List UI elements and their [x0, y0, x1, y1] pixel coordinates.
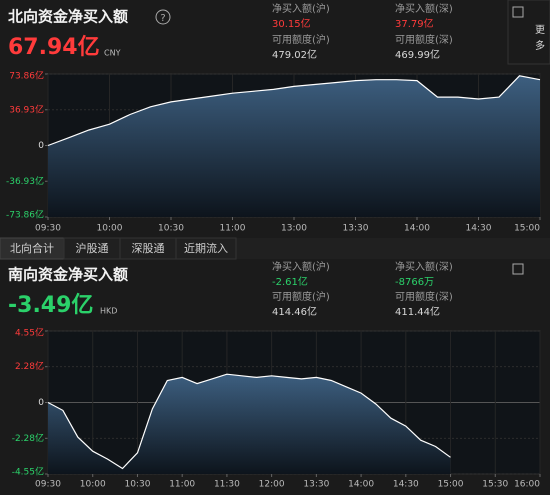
y-tick-label: 2.28亿	[15, 360, 44, 372]
title: 北向资金净买入额	[8, 8, 128, 26]
more-text: 多	[535, 39, 545, 52]
tab-bar	[0, 238, 550, 259]
x-tick-label: 13:30	[343, 224, 369, 234]
stat-value: 469.99亿	[395, 48, 440, 61]
stat-label: 可用额度(深)	[395, 290, 453, 303]
stat-label: 净买入额(深)	[395, 260, 453, 273]
x-tick-label: 11:30	[214, 480, 240, 490]
charts: 73.86亿 36.93亿 0 -36.93亿 -73.86亿 09:30 10:00 10:…	[6, 70, 541, 490]
stat-label: 可用额度(沪)	[272, 290, 330, 303]
x-tick-label: 14:00	[404, 224, 430, 234]
chart: 4.55亿 2.28亿 0 -2.28亿 -4.55亿 09:30 10:00 10:30 11…	[12, 327, 541, 490]
x-tick-label: 10:30	[158, 224, 184, 234]
line	[47, 75, 541, 147]
x-tick-label: 13:30	[303, 480, 329, 490]
x-tick-label: 11:00	[220, 224, 246, 234]
x-tick-label: 10:00	[97, 224, 123, 234]
y-tick-label: 36.93亿	[9, 103, 44, 115]
stat-value: 411.44亿	[395, 305, 440, 318]
currency: CNY	[104, 49, 121, 58]
stat-value: -8766万	[395, 277, 434, 288]
stat-label: 净买入额(沪)	[272, 2, 330, 15]
x-tick-label: 16:00	[514, 480, 540, 490]
x-tick-label: 09:30	[35, 480, 61, 490]
line	[47, 373, 451, 470]
help-mark: ?	[160, 13, 165, 24]
more-box	[507, 0, 550, 65]
stat-label: 净买入额(沪)	[272, 260, 330, 273]
x-tick-label: 10:30	[124, 480, 150, 490]
tab[interactable]: 北向合计	[10, 241, 54, 255]
y-tick-label: 0	[38, 398, 44, 408]
tab-box[interactable]	[175, 237, 237, 260]
tab[interactable]: 深股通	[132, 242, 165, 255]
stat-value: 479.02亿	[272, 48, 317, 61]
x-tick-label: 10:00	[80, 480, 106, 490]
x-tick-label: 13:00	[281, 224, 307, 234]
more-button[interactable]: 更 多	[507, 0, 550, 65]
stat-value: 414.46亿	[272, 305, 317, 318]
area-fill	[48, 75, 540, 217]
x-tick-label: 12:00	[259, 480, 285, 490]
tab[interactable]: 近期流入	[184, 241, 228, 255]
x-tick-label: 15:30	[482, 480, 508, 490]
y-tick-label: -2.28亿	[12, 432, 44, 444]
x-tick-label: 15:00	[438, 480, 464, 490]
expand-icon[interactable]	[512, 6, 524, 18]
stat-value: 37.79亿	[395, 17, 434, 30]
chart: 73.86亿 36.93亿 0 -36.93亿 -73.86亿 09:30 10:00 10:…	[6, 70, 541, 234]
y-tick-label: -73.86亿	[6, 209, 44, 221]
x-tick-label: 14:30	[393, 480, 419, 490]
net-value: -3.49亿	[8, 293, 93, 318]
more-text: 更	[535, 24, 545, 36]
y-tick-label: 0	[38, 141, 44, 151]
x-tick-label: 14:30	[466, 224, 492, 234]
x-tick-label: 14:00	[348, 480, 374, 490]
title: 南向资金净买入额	[8, 266, 128, 284]
net-value: 67.94亿	[8, 35, 100, 60]
x-tick-label: 11:00	[169, 480, 195, 490]
stat-value: 30.15亿	[272, 17, 311, 30]
help-icon[interactable]	[155, 9, 171, 25]
currency: HKD	[100, 307, 117, 316]
tab[interactable]: 沪股通	[76, 241, 109, 255]
y-tick-label: -36.93亿	[6, 175, 44, 187]
stat-label: 可用额度(深)	[395, 33, 453, 46]
y-tick-label: -4.55亿	[12, 466, 44, 478]
x-tick-label: 15:00	[514, 224, 540, 234]
y-tick-label: 4.55亿	[15, 327, 44, 339]
stat-value: -2.61亿	[272, 275, 308, 288]
x-tick-label: 09:30	[35, 224, 61, 234]
north-header: 北向资金净买入额 ? 67.94亿 CNY 净买入额(沪) 30.15亿 净买入…	[8, 2, 453, 61]
south-header: 南向资金净买入额 -3.49亿 HKD 净买入额(沪) -2.61亿 净买入额(…	[8, 260, 524, 318]
stat-label: 可用额度(沪)	[272, 33, 330, 46]
area-fill	[48, 374, 451, 474]
tabs: 北向合计 沪股通 深股通 近期流入	[0, 237, 550, 260]
stat-label: 净买入额(深)	[395, 2, 453, 15]
y-tick-label: 73.86亿	[9, 70, 44, 82]
expand-icon[interactable]	[512, 263, 524, 275]
